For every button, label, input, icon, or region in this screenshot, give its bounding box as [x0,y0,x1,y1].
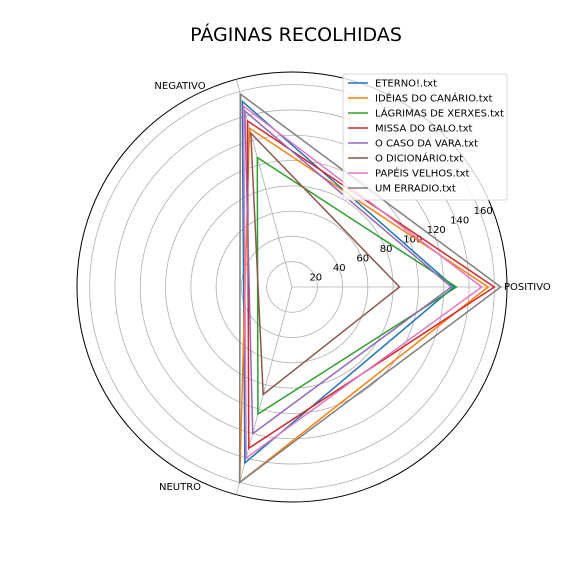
tick-label-20: 20 [309,273,322,284]
radial-tick-labels: 20 40 60 80 100 120 140 160 [309,206,492,283]
legend-entry-1: IDÉIAS DO CANÁRIO.txt [375,92,493,105]
legend-entry-3: MISSA DO GALO.txt [375,124,473,135]
tick-label-100: 100 [403,235,422,246]
spoke-2 [235,286,293,495]
legend-entry-0: ETERNO!.txt [375,79,437,90]
chart-title: PÁGINAS RECOLHIDAS [190,23,402,46]
legend: ETERNO!.txt IDÉIAS DO CANÁRIO.txt LÁGRIMAS… [342,73,508,201]
tick-label-80: 80 [380,244,393,255]
legend-entry-4: O CASO DA VARA.txt [375,139,478,150]
legend-entry-7: UM ERRADIO.txt [375,184,456,195]
tick-label-160: 160 [474,206,493,217]
tick-label-60: 60 [356,254,369,265]
legend-box [342,73,508,201]
axis-label-negativo: NEGATIVO [154,81,205,92]
tick-label-140: 140 [450,216,469,227]
axis-labels: POSITIVO NEGATIVO NEUTRO [154,81,551,493]
legend-entry-5: O DICIONÁRIO.txt [375,152,463,165]
series-line-5 [249,131,401,396]
tick-label-120: 120 [427,225,446,236]
legend-entry-2: LÁGRIMAS DE XERXES.txt [375,107,504,120]
axis-label-neutro: NEUTRO [159,482,201,493]
legend-entry-6: PAPÉIS VELHOS.txt [375,167,470,180]
tick-label-40: 40 [333,263,346,274]
axis-label-positivo: POSITIVO [504,282,551,293]
